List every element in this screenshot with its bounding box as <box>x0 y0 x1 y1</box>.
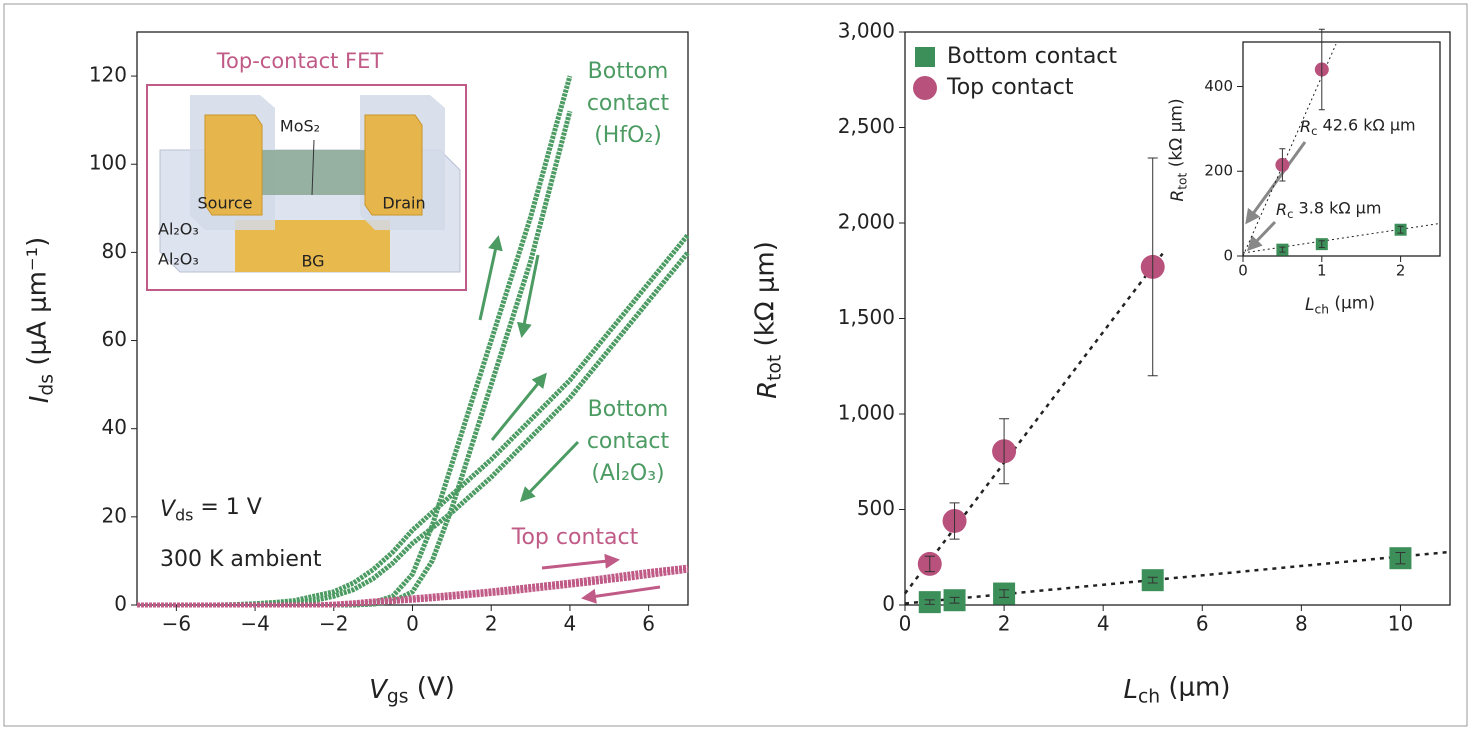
legend-marker <box>913 76 937 100</box>
annotation: Bottom <box>588 397 669 422</box>
annotation: Rc 3.8 kΩ μm <box>1276 198 1381 221</box>
annotation-main: R <box>1300 117 1311 136</box>
x-axis-label-rest: (μm) <box>1329 293 1375 313</box>
x-tick-label: 2 <box>1396 262 1406 280</box>
x-axis-label: Lch (μm) <box>1123 672 1230 707</box>
y-axis-label-main: R <box>1168 190 1188 202</box>
arrow <box>522 442 578 500</box>
schematic-title: Top-contact FET <box>216 49 384 73</box>
x-tick-label: 10 <box>1388 612 1413 636</box>
y-axis-label-rest: (kΩ μm) <box>1166 98 1186 172</box>
y-tick-label: 60 <box>102 327 127 351</box>
schematic-label: Al₂O₃ <box>158 250 199 269</box>
y-tick-label: 40 <box>102 415 127 439</box>
annotation: Vds = 1 V <box>160 495 262 524</box>
annotation: Rc 42.6 kΩ μm <box>1300 115 1416 138</box>
fit-line <box>905 552 1450 604</box>
x-axis-label-sub: ch <box>1138 686 1160 707</box>
curve <box>137 567 688 605</box>
x-tick-label: −4 <box>240 612 269 636</box>
y-tick-label: 100 <box>89 151 127 175</box>
x-tick-label: 2 <box>485 612 498 636</box>
y-axis-label-sub: tot <box>1175 173 1189 190</box>
annotation: contact <box>587 429 670 454</box>
x-axis-label-main: L <box>1305 295 1314 315</box>
fit-line <box>1243 223 1440 253</box>
y-tick-label: 0 <box>882 592 895 616</box>
y-tick-label: 80 <box>102 239 127 263</box>
x-tick-label: −2 <box>319 612 348 636</box>
y-tick-label: 120 <box>89 63 127 87</box>
x-tick-label: 0 <box>406 612 419 636</box>
y-axis-label-rest: (μA μm⁻¹) <box>22 237 52 374</box>
schematic-label: MoS₂ <box>280 117 320 136</box>
annotation: (Al₂O₃) <box>591 461 664 486</box>
y-tick-label: 0 <box>1223 247 1233 265</box>
annotation: 300 K ambient <box>160 547 322 572</box>
x-tick-label: 4 <box>564 612 577 636</box>
x-axis-label-rest: (μm) <box>1160 672 1230 702</box>
x-tick-label: 2 <box>998 612 1011 636</box>
y-tick-label: 2,000 <box>838 210 895 234</box>
y-axis-label-main: I <box>25 396 55 404</box>
page: −6−4−20246020406080100120Vgs (V)Ids (μA … <box>0 0 1471 730</box>
schematic-label: Source <box>198 194 253 213</box>
annotation: (HfO₂) <box>594 123 662 148</box>
fit-line <box>905 254 1163 594</box>
y-tick-label: 400 <box>1204 77 1233 95</box>
x-axis-label-sub: gs <box>387 686 409 707</box>
y-tick-label: 1,000 <box>838 401 895 425</box>
annotation-main: R <box>1276 200 1287 219</box>
annotation-sub: ds <box>175 505 193 524</box>
x-tick-label: 4 <box>1097 612 1110 636</box>
x-axis-label: Vgs (V) <box>369 672 455 707</box>
y-tick-label: 200 <box>1204 162 1233 180</box>
legend-marker <box>915 47 935 67</box>
schematic-label: BG <box>301 252 324 271</box>
y-axis-label-sub: tot <box>764 355 785 381</box>
annotation: Bottom <box>588 59 669 84</box>
arrow <box>584 587 660 598</box>
x-tick-label: 0 <box>1238 262 1248 280</box>
x-tick-label: 1 <box>1317 262 1327 280</box>
x-axis-label-sub: ch <box>1314 302 1328 316</box>
y-axis-label: Rtot (kΩ μm) <box>1166 98 1188 201</box>
annotation: contact <box>587 91 670 116</box>
figure: −6−4−20246020406080100120Vgs (V)Ids (μA … <box>0 0 1471 730</box>
x-axis-label-rest: (V) <box>409 672 455 702</box>
y-tick-label: 20 <box>102 503 127 527</box>
arrow <box>1249 222 1275 249</box>
x-axis-label: Lch (μm) <box>1305 293 1375 315</box>
x-tick-label: −6 <box>162 612 191 636</box>
legend-label: Top contact <box>946 75 1074 100</box>
x-tick-label: 6 <box>642 612 655 636</box>
x-tick-label: 0 <box>899 612 912 636</box>
y-axis-label-main: R <box>753 381 783 399</box>
y-tick-label: 500 <box>857 496 895 520</box>
annotation-rest: 3.8 kΩ μm <box>1293 198 1381 217</box>
y-tick-label: 0 <box>114 592 127 616</box>
annotation-rest: = 1 V <box>193 495 261 520</box>
y-axis-label-rest: (kΩ μm) <box>750 241 780 355</box>
y-axis-label: Rtot (kΩ μm) <box>750 241 785 399</box>
x-tick-label: 6 <box>1196 612 1209 636</box>
schematic-label: Al₂O₃ <box>158 220 199 239</box>
annotation-rest: 42.6 kΩ μm <box>1317 115 1415 134</box>
schematic-label: Drain <box>382 194 425 213</box>
y-axis-label-sub: ds <box>36 374 57 396</box>
legend-label: Bottom contact <box>947 44 1117 69</box>
annotation: Top contact <box>511 525 639 550</box>
y-tick-label: 1,500 <box>838 305 895 329</box>
x-axis-label-main: L <box>1123 675 1138 705</box>
arrow <box>542 560 617 568</box>
arrow <box>480 238 498 320</box>
x-tick-label: 8 <box>1295 612 1308 636</box>
y-tick-label: 2,500 <box>838 114 895 138</box>
y-axis-label: Ids (μA μm⁻¹) <box>22 237 57 403</box>
y-tick-label: 3,000 <box>838 19 895 43</box>
